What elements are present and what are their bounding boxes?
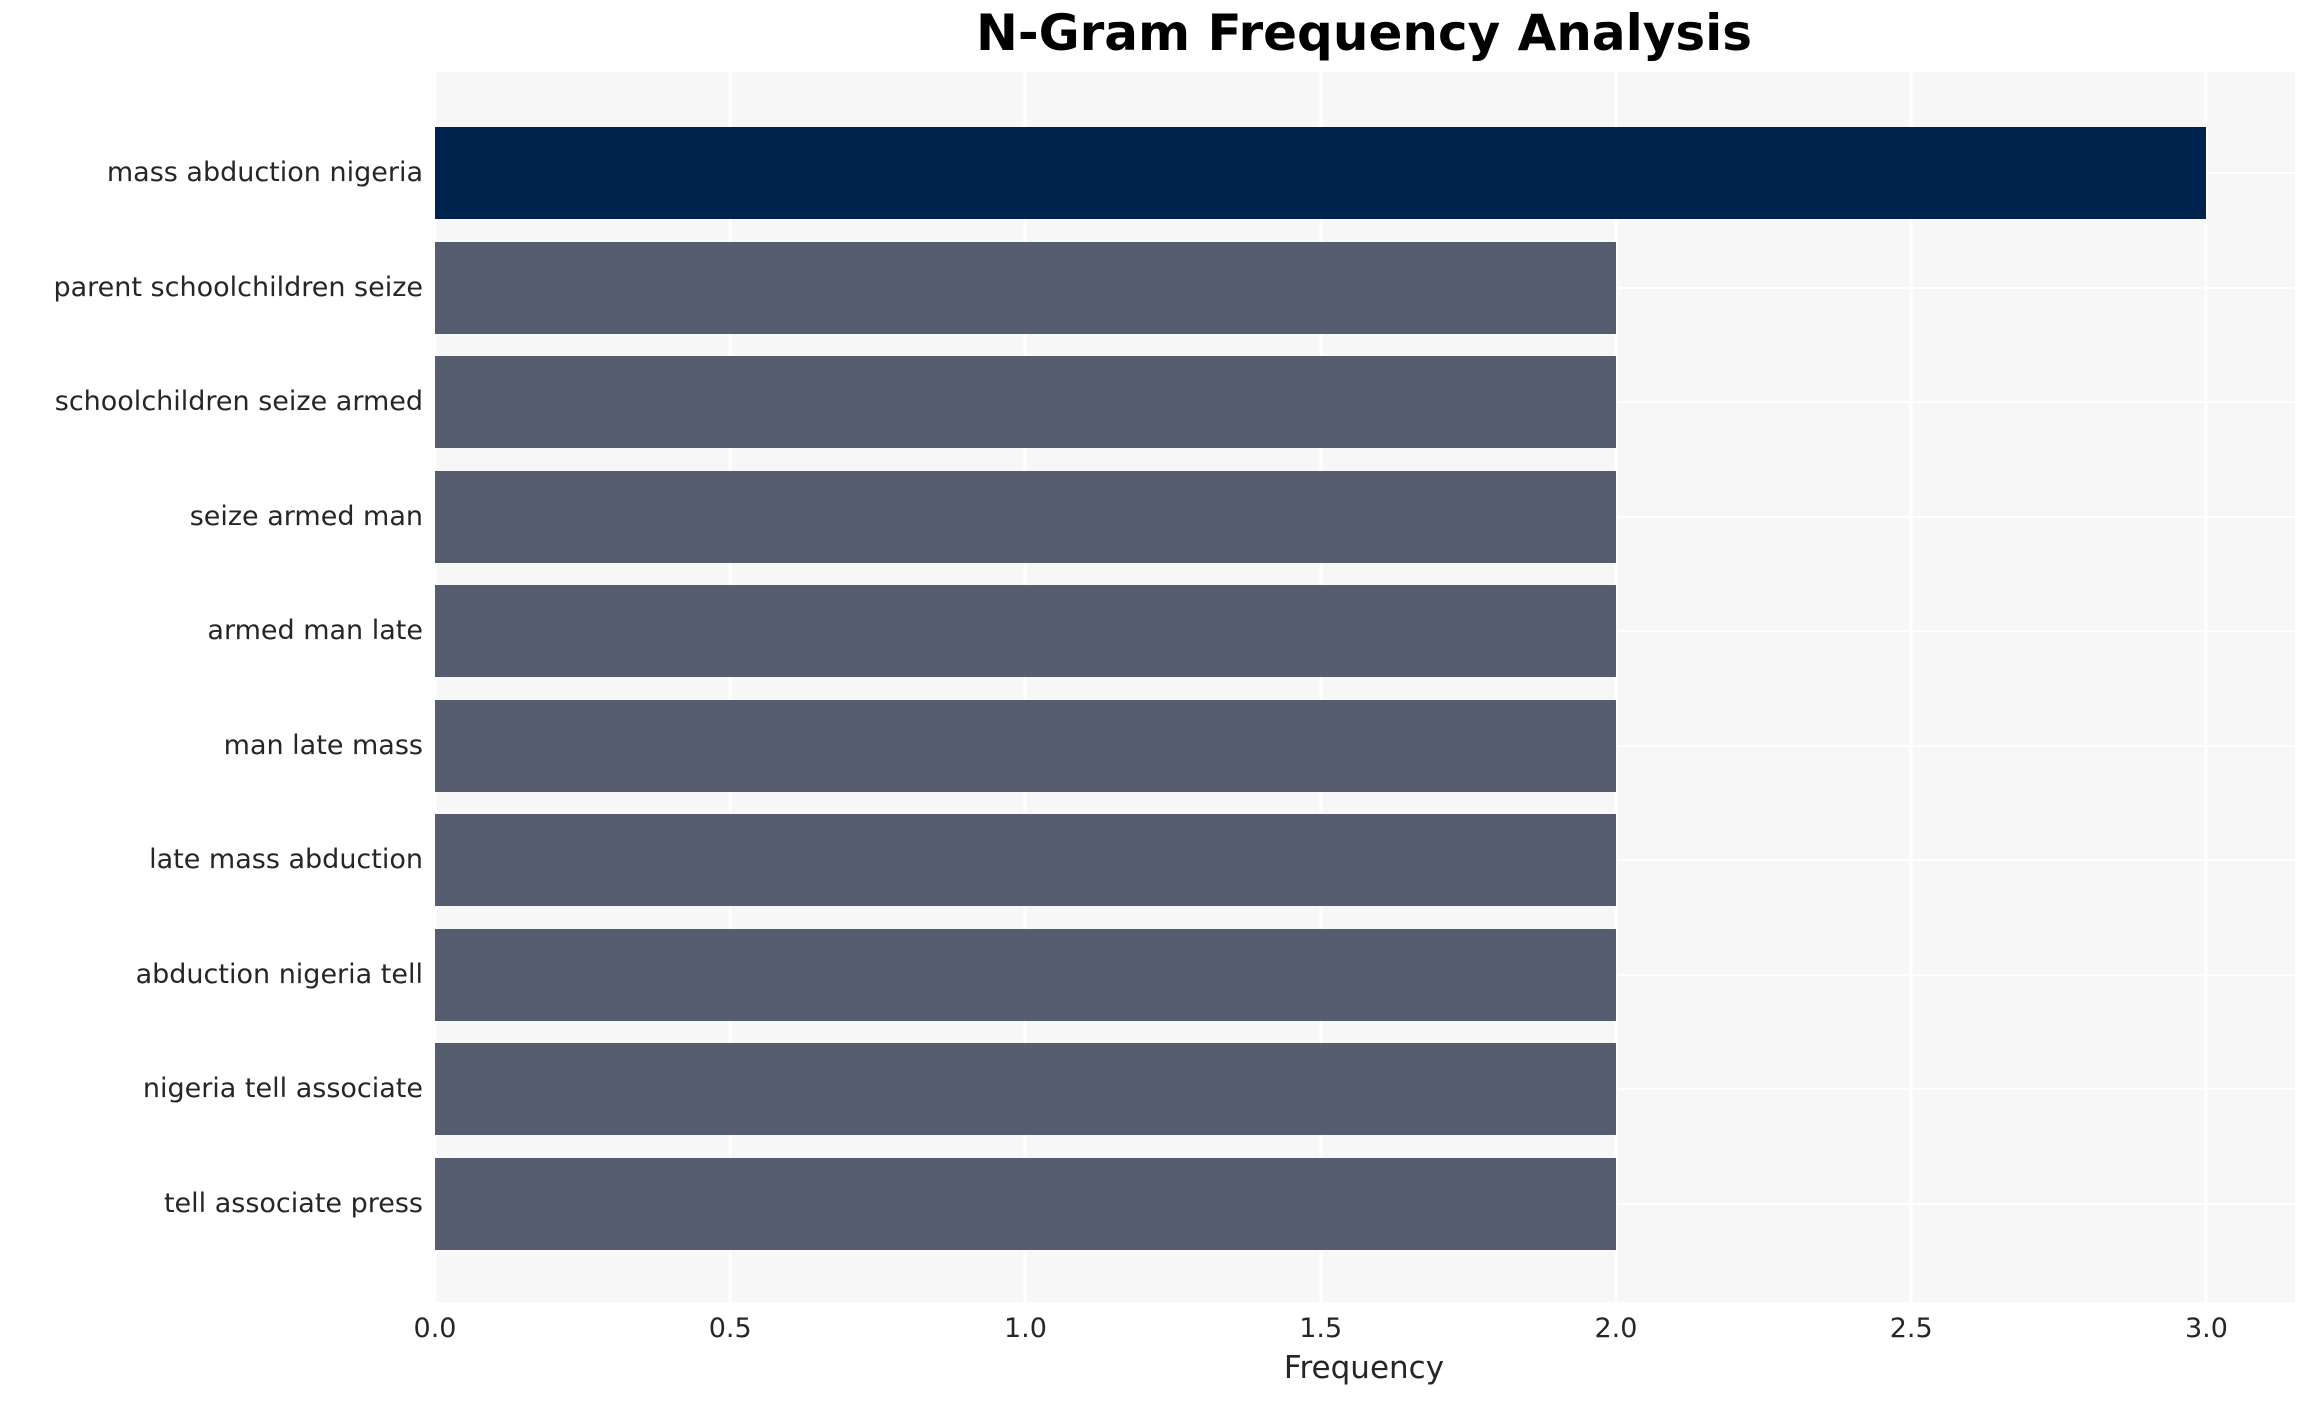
bar-abduction-nigeria-tell (435, 928, 1616, 1021)
y-tick-label: mass abduction nigeria (106, 157, 423, 188)
x-axis-title: Frequency (1283, 1350, 1445, 1386)
bar-nigeria-tell-associate (435, 1043, 1616, 1135)
x-tick-label: 2.5 (1889, 1313, 1933, 1344)
y-tick-label: late mass abduction (149, 844, 423, 875)
bar-tell-associate-press (435, 1157, 1616, 1250)
x-tick-label: 1.0 (1003, 1313, 1047, 1344)
bar-mass-abduction-nigeria (435, 127, 2207, 219)
vertical-gridline (2204, 72, 2208, 1302)
vertical-gridline (1614, 72, 1618, 1302)
y-tick-label: parent schoolchildren seize (53, 271, 423, 303)
bar-man-late-mass (435, 699, 1616, 792)
plot-area (433, 72, 2295, 1302)
y-tick-label: armed man late (207, 615, 423, 646)
bar-late-mass-abduction (435, 814, 1616, 906)
y-tick-label: seize armed man (189, 500, 423, 532)
y-tick-label: man late mass (223, 729, 423, 761)
y-tick-label: schoolchildren seize armed (54, 386, 423, 417)
vertical-gridline (728, 72, 732, 1302)
vertical-gridline (433, 72, 437, 1302)
vertical-gridline (1909, 72, 1913, 1302)
y-tick-label: abduction nigeria tell (135, 958, 423, 990)
bar-seize-armed-man (435, 470, 1616, 563)
x-tick-label: 3.0 (2184, 1313, 2228, 1344)
x-tick-label: 1.5 (1299, 1313, 1343, 1344)
chart-title: N-Gram Frequency Analysis (975, 4, 1753, 62)
vertical-gridline (1023, 72, 1027, 1302)
bar-armed-man-late (435, 585, 1616, 677)
vertical-gridline (1319, 72, 1323, 1302)
x-tick-label: 0.5 (708, 1313, 752, 1344)
x-tick-label: 2.0 (1594, 1313, 1638, 1344)
y-tick-label: nigeria tell associate (142, 1073, 423, 1104)
bar-parent-schoolchildren-seize (435, 241, 1616, 334)
x-tick-label: 0.0 (413, 1313, 457, 1344)
y-tick-label: tell associate press (163, 1187, 423, 1219)
bar-schoolchildren-seize-armed (435, 356, 1616, 448)
